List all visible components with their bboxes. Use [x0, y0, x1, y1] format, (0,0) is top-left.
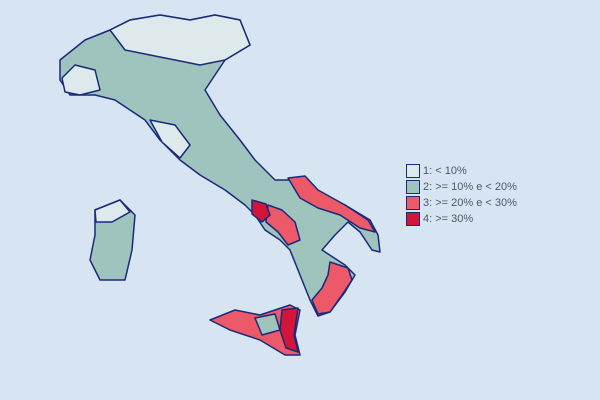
legend-item-1: 1: < 10%	[406, 163, 517, 179]
region-campania	[265, 204, 301, 246]
legend-label: 4: >= 30%	[423, 213, 474, 225]
region-calabria	[311, 261, 353, 315]
legend: 1: < 10% 2: >= 10% e < 20% 3: >= 20% e <…	[406, 163, 517, 227]
region-napoli	[251, 199, 271, 223]
region-central-light	[149, 119, 191, 159]
legend-swatch	[406, 196, 420, 210]
legend-swatch	[406, 164, 420, 178]
legend-item-4: 4: >= 30%	[406, 211, 517, 227]
region-sicily-east	[279, 307, 299, 353]
region-northwest-light	[61, 64, 101, 96]
legend-swatch	[406, 212, 420, 226]
region-sicily	[209, 304, 301, 356]
legend-label: 1: < 10%	[423, 165, 467, 177]
legend-label: 2: >= 10% e < 20%	[423, 181, 517, 193]
legend-swatch	[406, 180, 420, 194]
legend-label: 3: >= 20% e < 30%	[423, 197, 517, 209]
legend-item-3: 3: >= 20% e < 30%	[406, 195, 517, 211]
region-north-light	[109, 14, 251, 66]
legend-item-2: 2: >= 10% e < 20%	[406, 179, 517, 195]
region-sardinia-north	[94, 199, 131, 223]
region-puglia	[287, 175, 376, 233]
